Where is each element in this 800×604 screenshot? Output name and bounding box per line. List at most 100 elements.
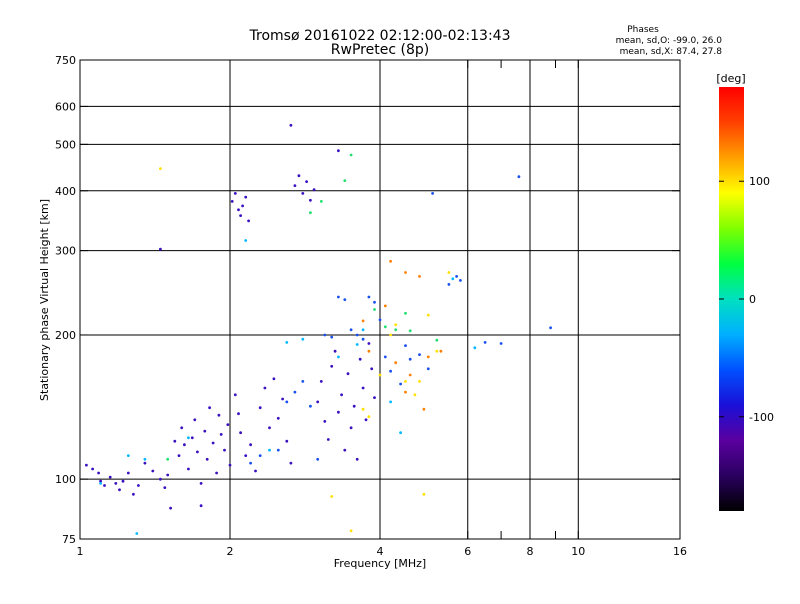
data-point [258,406,262,410]
x-tick-label: 16 [673,545,687,558]
data-point [208,406,212,410]
data-point [244,239,248,242]
data-point [483,341,487,344]
data-point [319,380,323,383]
data-point [108,475,112,479]
data-point [316,457,320,461]
data-point [399,382,402,386]
data-point [364,418,368,422]
data-point [316,400,320,404]
data-point [418,275,421,278]
data-point [323,333,327,337]
data-point [177,454,181,457]
axis-ticks: 1 2 4 6 8 10 16 75 100 200 300 400 500 600 750 [55,54,687,558]
data-point [114,482,118,485]
data-point [343,298,347,301]
data-point [394,328,398,332]
colorbar-tick-label: 100 [749,175,770,188]
data-point [394,361,398,365]
chart-title: Tromsø 20161022 02:12:00-02:13:43 [249,28,511,44]
data-point [408,357,412,361]
data-point [426,367,430,371]
data-point [281,397,284,401]
data-point [389,400,392,404]
data-point [268,426,271,430]
data-point [219,433,223,436]
data-point [349,529,353,533]
data-point [326,438,330,441]
data-point [215,471,219,475]
data-point [367,295,371,299]
data-point [394,323,398,327]
data-point [103,484,106,487]
data-point [408,373,412,377]
data-point [199,504,203,508]
data-point [370,367,374,371]
data-point [333,349,337,353]
data-point [166,457,170,461]
data-point [323,420,327,423]
data-point [404,344,407,347]
data-point [418,353,421,356]
data-point [126,471,130,475]
y-tick-label: 500 [55,138,76,151]
data-point [358,357,362,361]
data-point [121,479,125,483]
data-point [135,532,139,535]
data-points [85,123,552,535]
data-point [237,208,240,212]
x-tick-label: 8 [527,545,534,558]
data-point [337,149,340,153]
data-point [330,495,334,498]
data-point [319,200,323,203]
data-point [187,436,190,440]
data-point [263,386,267,390]
data-point [196,450,199,454]
data-point [399,431,402,435]
data-point [517,175,521,179]
data-point [99,479,102,483]
plot-frame [79,59,681,540]
data-point [367,415,371,419]
data-point [293,184,297,188]
data-point [373,308,376,311]
data-point [244,195,248,199]
data-point [435,338,439,342]
data-point [473,346,477,350]
data-point [389,369,392,373]
data-point [249,443,253,447]
y-tick-label: 600 [55,100,76,113]
data-point [137,484,140,487]
y-tick-label: 100 [55,473,76,486]
data-point [276,448,280,452]
data-point [297,174,301,178]
y-tick-label: 75 [62,533,76,546]
data-point [435,349,439,353]
data-point [126,454,130,457]
data-point [118,488,121,492]
data-point [233,393,237,397]
x-axis-label: Frequency [MHz] [334,557,426,570]
data-point [305,180,308,184]
data-point [173,439,177,443]
data-point [166,473,170,477]
data-point [361,337,365,341]
data-point [349,328,353,332]
data-point [268,448,271,452]
data-point [499,342,503,345]
data-point [159,247,162,251]
data-point [85,463,88,467]
data-point [343,179,347,183]
data-point [143,457,147,461]
data-point [285,341,289,344]
data-point [404,390,407,394]
data-point [143,461,147,465]
data-point [239,431,243,435]
data-point [389,333,392,337]
data-point [422,407,426,411]
data-point [373,396,376,399]
data-point [361,386,365,390]
colorbar-label: [deg] [716,72,745,85]
data-point [254,469,257,473]
